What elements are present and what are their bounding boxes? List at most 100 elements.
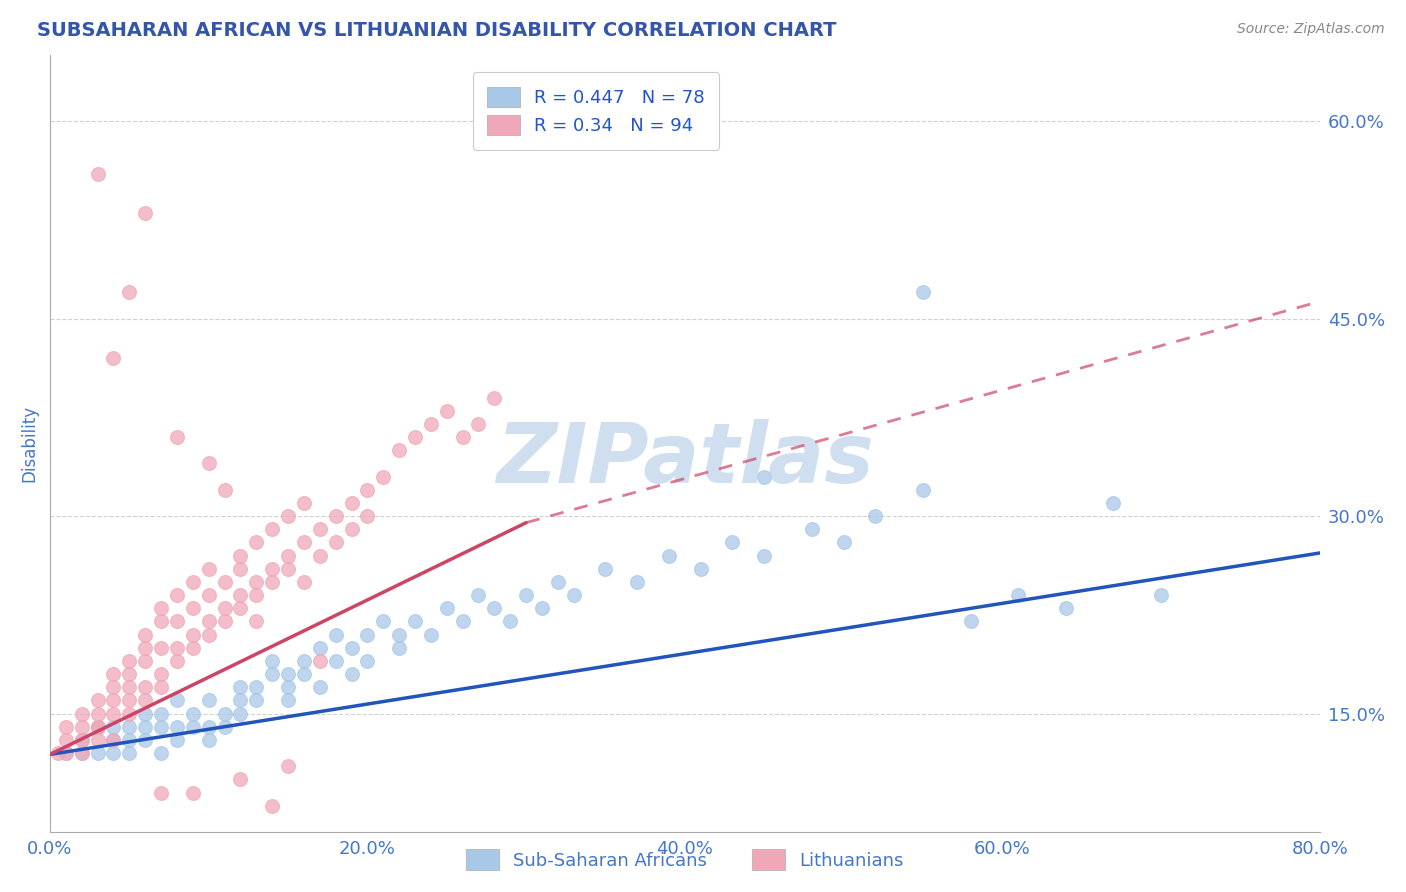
Point xyxy=(150,706,173,721)
Point xyxy=(245,615,267,629)
Point xyxy=(754,549,776,563)
Point xyxy=(277,693,299,707)
Point xyxy=(86,720,108,734)
Point xyxy=(356,627,378,641)
Point xyxy=(181,786,204,800)
Point xyxy=(86,720,108,734)
Point xyxy=(626,574,648,589)
Point xyxy=(134,206,156,220)
Point xyxy=(262,654,284,668)
Point xyxy=(292,667,315,681)
Point xyxy=(262,667,284,681)
Point xyxy=(46,746,69,760)
Point xyxy=(103,693,125,707)
Point xyxy=(308,680,330,694)
Point xyxy=(55,746,77,760)
Point xyxy=(419,627,441,641)
Text: SUBSAHARAN AFRICAN VS LITHUANIAN DISABILITY CORRELATION CHART: SUBSAHARAN AFRICAN VS LITHUANIAN DISABIL… xyxy=(37,21,837,40)
Point xyxy=(292,535,315,549)
Point xyxy=(118,654,141,668)
Point xyxy=(55,720,77,734)
Point xyxy=(1054,601,1077,615)
Point xyxy=(70,733,93,747)
Point xyxy=(754,469,776,483)
Point xyxy=(103,746,125,760)
Point xyxy=(689,562,711,576)
Y-axis label: Disability: Disability xyxy=(21,405,39,483)
Text: Source: ZipAtlas.com: Source: ZipAtlas.com xyxy=(1237,22,1385,37)
Point xyxy=(70,706,93,721)
Point xyxy=(277,667,299,681)
Point xyxy=(356,509,378,524)
Point xyxy=(832,535,855,549)
Point xyxy=(118,706,141,721)
Point xyxy=(214,574,236,589)
Point xyxy=(134,693,156,707)
Point xyxy=(197,733,219,747)
Point xyxy=(245,680,267,694)
Point xyxy=(388,640,411,655)
Point xyxy=(181,574,204,589)
Point xyxy=(356,483,378,497)
Point xyxy=(436,601,458,615)
Point xyxy=(150,667,173,681)
Point xyxy=(166,733,188,747)
Point xyxy=(325,535,347,549)
Point xyxy=(229,680,252,694)
Point xyxy=(721,535,744,549)
Point xyxy=(166,720,188,734)
Point xyxy=(292,496,315,510)
Point xyxy=(229,562,252,576)
Point xyxy=(214,706,236,721)
Point xyxy=(103,733,125,747)
Point xyxy=(959,615,981,629)
Point xyxy=(55,746,77,760)
Point xyxy=(86,693,108,707)
Point xyxy=(214,615,236,629)
Point xyxy=(340,640,363,655)
Point xyxy=(658,549,681,563)
Point xyxy=(865,509,887,524)
Point xyxy=(373,615,395,629)
Point xyxy=(134,627,156,641)
Point xyxy=(181,706,204,721)
Point xyxy=(229,549,252,563)
Point xyxy=(166,615,188,629)
Point xyxy=(356,654,378,668)
Point xyxy=(308,654,330,668)
Point xyxy=(530,601,553,615)
Point xyxy=(214,483,236,497)
Point xyxy=(166,640,188,655)
Point xyxy=(214,601,236,615)
Point xyxy=(595,562,617,576)
Point xyxy=(118,746,141,760)
Point xyxy=(103,680,125,694)
Point xyxy=(262,522,284,536)
Point xyxy=(436,404,458,418)
Point xyxy=(86,733,108,747)
Point xyxy=(277,759,299,773)
Point xyxy=(340,496,363,510)
Point xyxy=(86,720,108,734)
Point xyxy=(103,351,125,365)
Point xyxy=(388,627,411,641)
Point xyxy=(229,706,252,721)
Point xyxy=(308,640,330,655)
Point xyxy=(118,285,141,300)
Text: ZIPatlas: ZIPatlas xyxy=(496,418,873,500)
Point xyxy=(197,562,219,576)
Point xyxy=(181,627,204,641)
Point xyxy=(118,733,141,747)
Point xyxy=(404,430,426,444)
Point xyxy=(181,640,204,655)
Point xyxy=(86,167,108,181)
Point xyxy=(70,746,93,760)
Point xyxy=(911,483,934,497)
Point xyxy=(197,693,219,707)
Point xyxy=(229,588,252,602)
Point xyxy=(911,285,934,300)
Point xyxy=(166,693,188,707)
Point xyxy=(419,417,441,431)
Point xyxy=(467,588,489,602)
Point xyxy=(70,746,93,760)
